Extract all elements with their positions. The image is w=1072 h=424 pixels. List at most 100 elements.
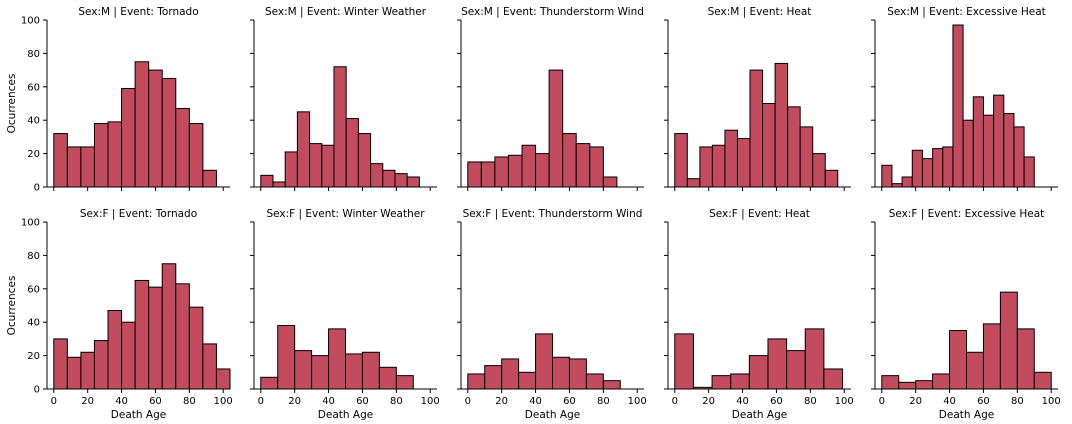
x-tick-label: 80 [597,396,610,407]
histogram-bar: 12 [215,368,231,390]
histogram-bar: 72 [333,66,347,188]
histogram-bar: 27 [202,343,217,390]
histogram-bar: 4 [898,381,917,390]
histogram-bar: 63 [175,283,190,390]
panel-title: Sex:M | Event: Winter Weather [265,6,427,18]
x-tick-label: 40 [736,396,749,407]
histogram-bar: 30 [767,338,788,390]
histogram-bar: 39 [982,323,1001,390]
x-tick-label: 0 [465,396,471,407]
histogram-bar: 23 [294,350,313,390]
x-tick-label: 80 [1011,396,1024,407]
histogram-bar: 39 [107,121,123,188]
panel-title: Sex:F | Event: Excessive Heat [889,208,1045,220]
histogram-bar: 61 [148,286,163,390]
histogram-bar: 75 [161,263,177,390]
histogram-bar: 24 [589,146,604,188]
histogram-bar: 36 [328,328,346,390]
histogram-bar: 20 [311,355,330,390]
histogram-bar: 41 [345,118,359,188]
histogram-bar: 23 [786,350,806,390]
x-axis-label: Death Age [318,409,373,421]
x-tick-label: 80 [183,396,196,407]
histogram-bar: 54 [972,96,984,188]
y-axis-label: Ocurrences [6,276,18,336]
x-tick-label: 0 [879,396,885,407]
histogram-bar: 5 [915,380,934,390]
x-axis-label: Death Age [111,409,166,421]
histogram-bar: 12 [823,368,844,390]
histogram-bar: 40 [962,119,974,188]
histogram-bar: 24 [699,146,713,188]
panel-title: Sex:M | Event: Excessive Heat [887,6,1046,18]
x-tick-label: 20 [702,396,715,407]
histogram-bar: 13 [881,164,893,188]
histogram-bar: 32 [562,133,577,188]
histogram-bar: 22 [80,351,95,390]
facet-panel: 301922294740656175634927120204060801000 2… [6,208,233,421]
histogram-bar: 36 [1013,126,1025,188]
histogram-bar: 47 [175,108,190,188]
y-axis-label: Ocurrences [6,74,18,134]
panel-title: Sex:F | Event: Heat [709,208,810,220]
histogram-bar: 25 [711,144,726,188]
histogram-bar: 19 [552,356,570,390]
y-tick-label: 40 [27,116,40,127]
histogram-bar: 18 [501,358,520,390]
histogram-bar: 24 [942,146,954,188]
histogram-bar: 10 [824,169,839,188]
histogram-bar: 10 [518,371,537,390]
y-tick-label: 0 [34,183,40,194]
histogram-bar: 47 [107,310,123,390]
histogram-bar: 5 [686,178,701,188]
x-tick-label: 20 [909,396,922,407]
histogram-bar: 6 [901,176,913,188]
histogram-bar: 18 [568,358,587,390]
histogram-bar: 22 [911,149,923,188]
histogram-bar: 10 [382,169,396,188]
panel-title: Sex:M | Event: Heat [708,6,812,18]
histogram-bar: 18 [1023,156,1035,188]
x-tick-label: 20 [81,396,94,407]
x-tick-label: 40 [943,396,956,407]
histogram-bar: 10 [202,169,217,188]
histogram-bar: 35 [949,330,967,390]
x-tick-label: 100 [421,396,440,407]
x-tick-label: 40 [115,396,128,407]
histogram-bar: 24 [80,146,95,188]
x-tick-label: 40 [529,396,542,407]
histogram-bar: 20 [812,153,826,188]
panel-title: Sex:F | Event: Thunderstorm Wind [463,208,643,220]
panel-title: Sex:M | Event: Thunderstorm Wind [461,6,644,18]
x-tick-label: 60 [563,396,576,407]
x-tick-label: 60 [356,396,369,407]
histogram-bar: 26 [309,143,323,188]
histogram-bar: 8 [394,173,408,188]
histogram-bar: 33 [674,333,694,390]
panel-title: Sex:M | Event: Tornado [78,6,198,18]
panel-title: Sex:F | Event: Winter Weather [266,208,425,220]
histogram-bar: 5 [602,380,621,390]
histogram-bar: 25 [321,144,335,188]
panel-title: Sex:F | Event: Tornado [80,208,197,220]
histogram-bar: 65 [134,279,150,390]
x-tick-label: 80 [804,396,817,407]
histogram-bar: 36 [799,126,814,188]
histogram-bar: 30 [53,338,68,390]
histogram-bar: 21 [284,151,298,188]
histogram-bar: 2 [891,183,903,188]
histogram-bar: 14 [484,365,503,390]
histogram-bar: 32 [357,133,372,188]
x-tick-label: 20 [495,396,508,407]
x-axis-label: Death Age [732,409,787,421]
histogram-bar: 38 [277,325,296,390]
y-tick-label: 60 [27,284,40,295]
y-tick-label: 40 [27,318,40,329]
x-tick-label: 0 [258,396,264,407]
histogram-bar: 22 [966,351,984,390]
histogram-bar: 7 [260,174,274,188]
histogram-bar: 45 [296,111,311,188]
histogram-bar: 9 [467,373,486,390]
